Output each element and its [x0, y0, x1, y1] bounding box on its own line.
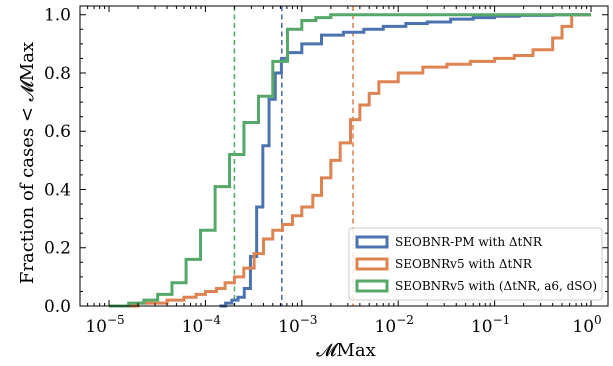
legend-swatch-2 [355, 279, 389, 293]
legend-label-2: SEOBNRv5 with (ΔtNR, a6, dSO) [395, 279, 597, 293]
y-tick-label-0: 0.0 [44, 297, 71, 317]
y-axis-label: Fraction of cases < 𝓜Max [17, 42, 38, 284]
plot-frame [79, 5, 609, 307]
series-line-0 [219, 13, 592, 308]
x-tick-label-2: 10−3 [278, 313, 317, 337]
y-tick-label-5: 1.0 [44, 6, 71, 26]
axes-layer [79, 5, 609, 307]
y-tick-label-1: 0.2 [44, 239, 71, 259]
x-axis-label: 𝓜Max [316, 340, 375, 361]
legend: SEOBNR-PM with ΔtNR SEOBNRv5 with ΔtNR SEO… [348, 227, 603, 301]
series-layer [109, 13, 592, 308]
x-tick-label-0: 10−5 [85, 313, 124, 337]
tick-labels: 10−5 10−4 10−3 10−2 10−1 100 0.0 0.2 0.4 0.6 0.8 1.… [44, 6, 602, 337]
y-tick-label-4: 0.8 [44, 64, 71, 84]
legend-label-1: SEOBNRv5 with ΔtNR [395, 257, 533, 271]
x-tick-label-1: 10−4 [182, 313, 222, 337]
legend-box [348, 227, 603, 301]
legend-swatch-1 [355, 257, 389, 271]
legend-label-0: SEOBNR-PM with ΔtNR [395, 235, 543, 249]
x-tick-label-5: 100 [572, 313, 601, 337]
y-tick-label-2: 0.4 [44, 180, 71, 200]
x-tick-label-4: 10−1 [471, 313, 510, 337]
x-tick-label-3: 10−2 [375, 313, 414, 337]
series-line-2 [109, 13, 592, 308]
series-line-1 [109, 13, 592, 308]
legend-swatch-0 [355, 235, 389, 249]
y-tick-label-3: 0.6 [44, 122, 71, 142]
